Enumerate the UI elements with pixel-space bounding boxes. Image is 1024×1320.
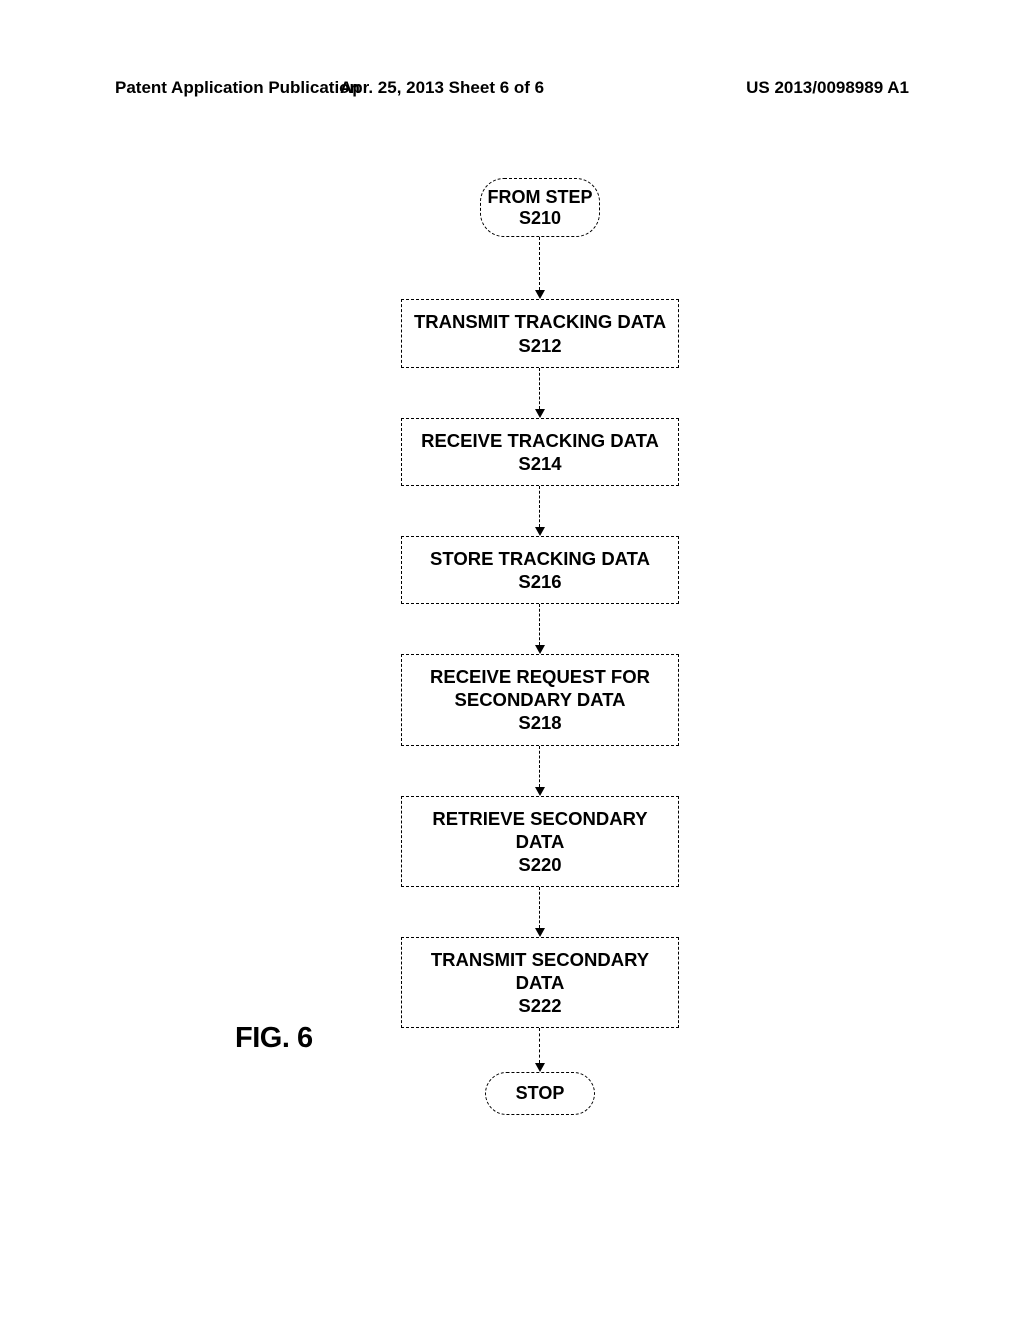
arrow-head-icon <box>535 787 545 796</box>
node-text-line: S222 <box>410 994 670 1017</box>
flowchart-connector <box>400 486 680 536</box>
node-text-line: S212 <box>410 334 670 357</box>
header-center-text: Apr. 25, 2013 Sheet 6 of 6 <box>340 78 544 98</box>
flowchart-connector <box>400 1028 680 1072</box>
node-text-line: S210 <box>487 208 593 229</box>
arrow-line <box>539 1028 540 1063</box>
flowchart-connector <box>400 746 680 796</box>
node-text-line: S218 <box>410 711 670 734</box>
arrow-head-icon <box>535 1063 545 1072</box>
arrow-down-icon <box>539 746 541 796</box>
flowchart-process-s218: RECEIVE REQUEST FOR SECONDARY DATA S218 <box>401 654 679 745</box>
flowchart-container: FROM STEP S210 TRANSMIT TRACKING DATA S2… <box>400 178 680 1115</box>
flowchart-process-s216: STORE TRACKING DATA S216 <box>401 536 679 604</box>
arrow-line <box>539 486 540 527</box>
node-text-line: TRANSMIT SECONDARY DATA <box>410 948 670 994</box>
arrow-line <box>539 746 540 787</box>
page-header: Patent Application Publication Apr. 25, … <box>0 78 1024 98</box>
flowchart-process-s220: RETRIEVE SECONDARY DATA S220 <box>401 796 679 887</box>
arrow-head-icon <box>535 645 545 654</box>
arrow-head-icon <box>535 409 545 418</box>
arrow-line <box>539 237 540 290</box>
arrow-head-icon <box>535 290 545 299</box>
flowchart-process-s222: TRANSMIT SECONDARY DATA S222 <box>401 937 679 1028</box>
flowchart-connector <box>400 604 680 654</box>
node-text-line: STOP <box>492 1083 588 1104</box>
node-text-line: SECONDARY DATA <box>410 688 670 711</box>
node-text-line: RETRIEVE SECONDARY DATA <box>410 807 670 853</box>
arrow-down-icon <box>539 1028 541 1072</box>
flowchart-start-terminal: FROM STEP S210 <box>480 178 600 237</box>
arrow-down-icon <box>539 604 541 654</box>
arrow-line <box>539 604 540 645</box>
node-text-line: S214 <box>410 452 670 475</box>
node-text-line: STORE TRACKING DATA <box>410 547 670 570</box>
arrow-down-icon <box>539 486 541 536</box>
node-text-line: S220 <box>410 853 670 876</box>
figure-label: FIG. 6 <box>235 1022 313 1055</box>
flowchart-connector <box>400 887 680 937</box>
node-text-line: RECEIVE REQUEST FOR <box>410 665 670 688</box>
node-text-line: S216 <box>410 570 670 593</box>
flowchart-process-s214: RECEIVE TRACKING DATA S214 <box>401 418 679 486</box>
header-right-text: US 2013/0098989 A1 <box>746 78 909 98</box>
flowchart-process-s212: TRANSMIT TRACKING DATA S212 <box>401 299 679 367</box>
node-text-line: TRANSMIT TRACKING DATA <box>410 310 670 333</box>
flowchart-connector <box>400 237 680 299</box>
node-text-line: FROM STEP <box>487 187 593 208</box>
header-left-text: Patent Application Publication <box>115 78 360 98</box>
arrow-down-icon <box>539 237 541 299</box>
arrow-down-icon <box>539 368 541 418</box>
arrow-head-icon <box>535 928 545 937</box>
arrow-head-icon <box>535 527 545 536</box>
arrow-line <box>539 887 540 928</box>
flowchart-stop-terminal: STOP <box>485 1072 595 1115</box>
arrow-down-icon <box>539 887 541 937</box>
node-text-line: RECEIVE TRACKING DATA <box>410 429 670 452</box>
arrow-line <box>539 368 540 409</box>
flowchart-connector <box>400 368 680 418</box>
